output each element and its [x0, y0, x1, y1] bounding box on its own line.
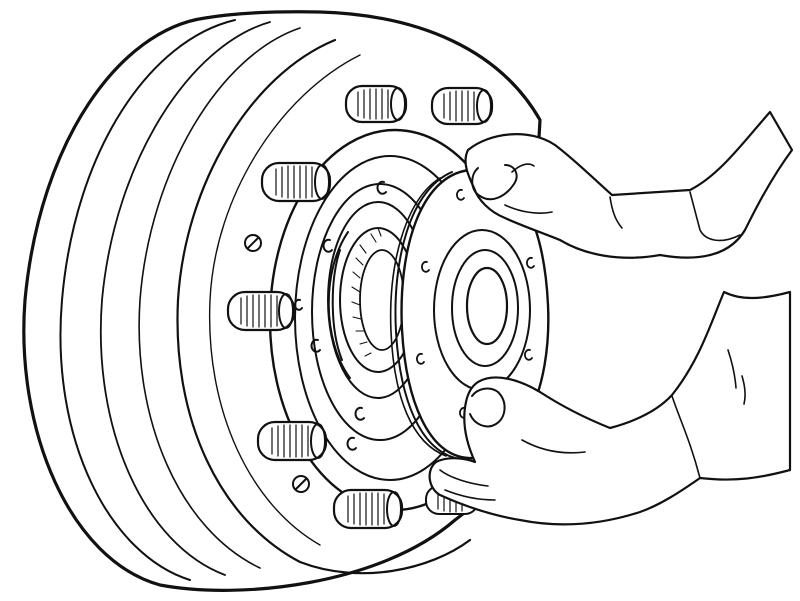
- wheel-stud: [256, 420, 328, 462]
- drum-face-edge: [176, 38, 472, 575]
- flange-bolts: [293, 180, 387, 451]
- sleeve-fold: [727, 349, 746, 405]
- wheel-stud: [430, 86, 494, 126]
- upper-hand: [464, 110, 794, 259]
- drum-face-inner: [208, 54, 361, 546]
- lower-hand: [428, 290, 792, 526]
- bearing-rollers: [351, 227, 382, 357]
- cap-bolt-icon: [416, 352, 425, 365]
- upper-knuckle-lines: [504, 163, 741, 242]
- wheel-studs: [226, 84, 494, 530]
- hub-collar: [327, 231, 351, 379]
- drum-screws: [244, 234, 310, 493]
- lower-thumb: [469, 387, 506, 428]
- cap-bolt-icon: [456, 188, 465, 201]
- cap-bolt-icon: [524, 348, 533, 361]
- screw-icon: [292, 475, 310, 493]
- lower-hand-outline: [428, 290, 792, 526]
- flange-bolt-icon: [376, 180, 387, 195]
- flange-bolt-icon: [354, 406, 365, 421]
- flange-bolt-icon: [310, 338, 321, 353]
- cap-ring-mid: [451, 249, 519, 367]
- flange-bolt-icon: [322, 238, 333, 253]
- cap-bolt-icon: [421, 260, 430, 273]
- flange-bolt-icon: [346, 436, 357, 451]
- wheel-stud: [260, 161, 332, 203]
- upper-hand-outline: [464, 110, 794, 259]
- flange-bolt-icon: [293, 298, 303, 311]
- cap-bolt-icon: [526, 256, 535, 269]
- drum-rib-1: [59, 19, 236, 581]
- cap-edge-thickness: [389, 177, 447, 457]
- drum-rib-2: [99, 21, 271, 576]
- wheel-stud: [226, 290, 296, 332]
- lower-finger-lines: [439, 395, 701, 501]
- screw-icon: [244, 234, 262, 252]
- cap-edge: [394, 171, 456, 459]
- drum-rib-3: [138, 27, 301, 569]
- upper-thumb: [471, 164, 518, 201]
- wheel-stud: [344, 84, 408, 124]
- cap-center-bore: [465, 266, 509, 346]
- wheel-stud: [332, 488, 404, 530]
